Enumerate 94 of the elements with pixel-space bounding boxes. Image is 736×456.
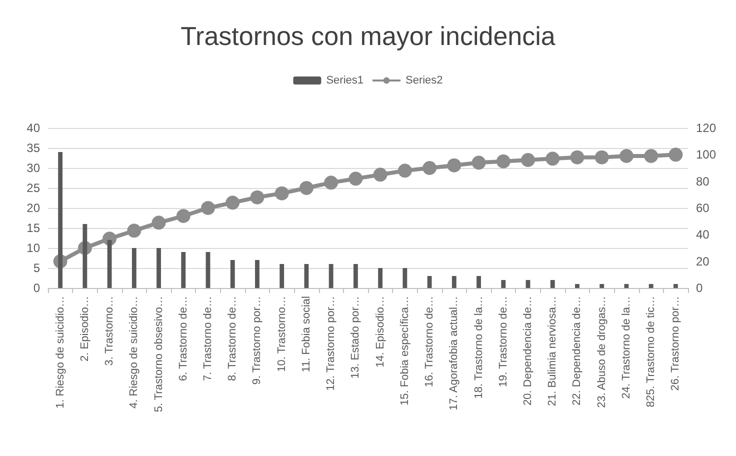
point bbox=[152, 216, 166, 230]
x-tick-label: 11. Fobia social bbox=[300, 296, 312, 372]
y2-tick-label: 40 bbox=[696, 228, 710, 242]
point bbox=[496, 154, 510, 168]
point bbox=[644, 149, 658, 163]
y-tick-label: 35 bbox=[26, 141, 40, 155]
y-tick-label: 25 bbox=[26, 181, 40, 195]
y-tick-label: 30 bbox=[26, 161, 40, 175]
point bbox=[546, 152, 560, 166]
bar bbox=[255, 260, 260, 288]
point bbox=[619, 149, 634, 163]
point bbox=[201, 201, 215, 215]
point bbox=[348, 172, 363, 186]
point bbox=[521, 153, 535, 167]
bar bbox=[575, 284, 580, 288]
x-tick-label: 20. Dependencia de… bbox=[522, 296, 534, 406]
x-tick-label: 21. Bulimia nerviosa… bbox=[546, 296, 559, 406]
point bbox=[127, 224, 142, 238]
x-tick-label: 24. Trastorno de la… bbox=[620, 296, 632, 399]
bar bbox=[58, 152, 63, 288]
bar bbox=[230, 260, 235, 288]
bar bbox=[673, 284, 678, 288]
y-tick-label: 20 bbox=[26, 201, 40, 215]
bar bbox=[550, 280, 555, 288]
y-tick-label: 0 bbox=[33, 281, 40, 295]
legend-label: Series2 bbox=[406, 74, 443, 86]
point bbox=[447, 158, 462, 172]
point bbox=[594, 150, 609, 164]
x-tick-label: 22. Dependencia de… bbox=[571, 296, 584, 406]
bar bbox=[280, 264, 284, 288]
bar bbox=[328, 264, 334, 288]
legend-label: Series1 bbox=[326, 74, 364, 86]
x-tick-label: 8. Trastorno de… bbox=[226, 296, 239, 381]
bar bbox=[353, 264, 358, 288]
point bbox=[324, 176, 338, 190]
bar bbox=[156, 248, 161, 288]
point bbox=[176, 209, 190, 223]
y2-tick-label: 0 bbox=[696, 281, 703, 295]
y-tick-label: 15 bbox=[26, 221, 40, 235]
x-tick-label: 1. Riesgo de suicidio… bbox=[54, 296, 66, 409]
x-tick-label: 15. Fobia específica… bbox=[398, 296, 411, 406]
bar bbox=[181, 252, 186, 288]
bar bbox=[304, 264, 309, 288]
x-tick-label: 6. Trastorno de… bbox=[177, 296, 190, 381]
point bbox=[398, 164, 412, 178]
y-tick-label: 40 bbox=[26, 121, 40, 135]
x-tick-label: 3. Trastorno… bbox=[104, 296, 116, 366]
bar bbox=[476, 276, 481, 288]
bar bbox=[452, 276, 456, 288]
bar bbox=[624, 284, 629, 288]
point bbox=[274, 186, 289, 200]
point bbox=[250, 190, 264, 204]
x-tick-label: 5. Trastorno obsesivo… bbox=[152, 296, 165, 412]
y2-tick-label: 60 bbox=[696, 201, 710, 215]
bar bbox=[600, 284, 604, 288]
x-tick-label: 19. Trastorno de… bbox=[497, 296, 510, 388]
x-tick-label: 4. Riesgo de suicidio… bbox=[128, 296, 140, 409]
bar bbox=[427, 276, 432, 288]
chart-title: Trastornos con mayor incidencia bbox=[180, 21, 556, 51]
y-tick-label: 5 bbox=[33, 261, 40, 275]
y-tick-label: 10 bbox=[26, 241, 40, 255]
bar bbox=[648, 284, 654, 288]
x-tick-label: 26. Trastorno por… bbox=[670, 296, 682, 391]
bar bbox=[206, 252, 210, 288]
point bbox=[472, 156, 486, 170]
x-tick-label: 7. Trastorno de… bbox=[202, 296, 214, 381]
point bbox=[373, 168, 388, 182]
x-tick-label: 23. Abuso de drogas… bbox=[596, 296, 608, 408]
x-tick-label: 14. Episodio… bbox=[374, 296, 386, 368]
x-tick-label: 9. Trastorno por… bbox=[251, 296, 264, 385]
x-tick-label: 13. Estado por… bbox=[350, 296, 362, 379]
bar bbox=[132, 248, 136, 288]
y2-tick-label: 20 bbox=[696, 254, 710, 268]
bar bbox=[378, 268, 383, 288]
x-tick-label: 18. Trastorno de la… bbox=[472, 296, 485, 399]
y2-tick-label: 100 bbox=[696, 148, 716, 162]
x-tick-label: 825. Trastorno de tic… bbox=[645, 296, 658, 408]
bar bbox=[526, 280, 530, 288]
point bbox=[226, 196, 240, 210]
point bbox=[570, 150, 584, 164]
y2-tick-label: 80 bbox=[696, 174, 710, 188]
x-tick-label: 2. Episodio… bbox=[78, 296, 91, 362]
bar bbox=[82, 224, 88, 288]
bar bbox=[501, 280, 506, 288]
point bbox=[422, 161, 437, 175]
x-tick-label: 16. Trastorno de… bbox=[424, 296, 436, 388]
bar bbox=[107, 240, 112, 288]
y2-tick-label: 120 bbox=[696, 121, 716, 135]
x-tick-label: 17. Agorafobia actual… bbox=[448, 296, 460, 410]
bar bbox=[402, 268, 408, 288]
x-tick-label: 10. Trastorno… bbox=[276, 296, 288, 372]
point bbox=[668, 148, 683, 162]
point bbox=[299, 181, 314, 195]
x-tick-label: 12. Trastorno por… bbox=[325, 296, 338, 391]
